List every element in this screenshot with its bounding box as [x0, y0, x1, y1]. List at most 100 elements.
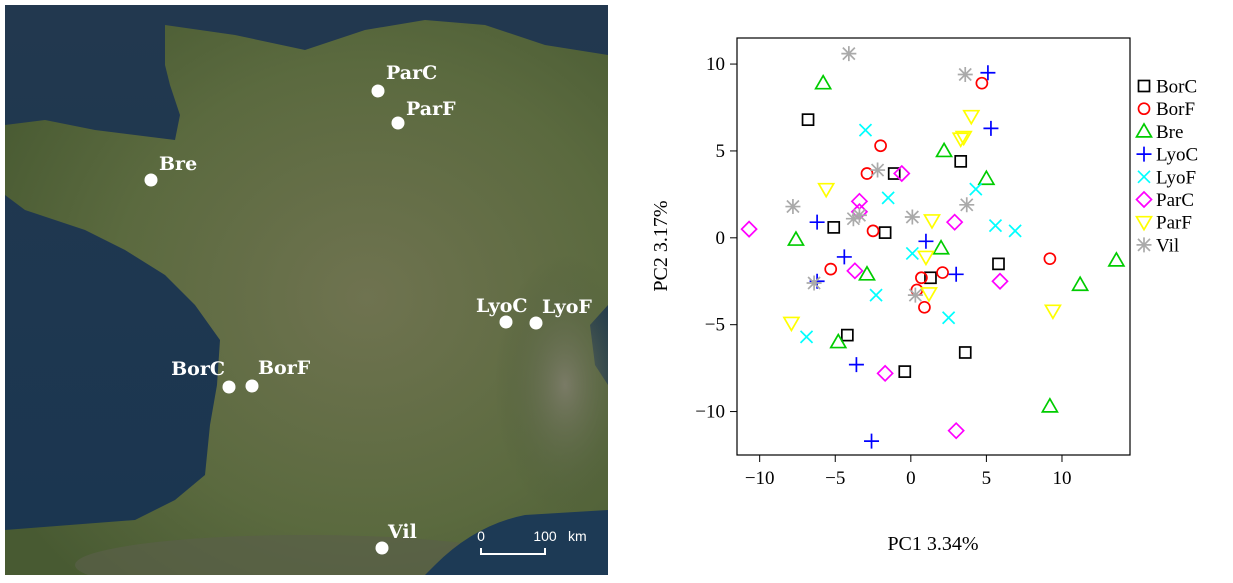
data-point	[858, 123, 873, 137]
data-point	[740, 220, 758, 238]
data-point	[870, 162, 886, 178]
site-borf: BorF	[245, 357, 311, 393]
site-parf: ParF	[391, 98, 456, 130]
site-marker	[144, 173, 158, 187]
x-tick-label: 10	[1052, 468, 1071, 489]
data-point	[945, 213, 964, 231]
data-point	[947, 421, 965, 440]
data-point	[932, 239, 951, 255]
y-axis: −10 −5 0 5 10	[695, 54, 737, 423]
legend-marker	[1137, 170, 1151, 184]
data-point	[1071, 275, 1090, 292]
site-label: BorC	[171, 358, 225, 380]
site-marker	[529, 316, 543, 330]
data-point	[991, 272, 1009, 290]
scale-unit-label: km	[568, 528, 587, 544]
y-tick-label: −5	[705, 315, 725, 336]
legend-item-parf: ParF	[1135, 213, 1192, 234]
france-landmass	[5, 20, 608, 575]
data-point	[918, 300, 931, 314]
site-marker	[245, 379, 259, 393]
data-point	[806, 275, 822, 291]
mediterranean-sea	[425, 510, 608, 575]
data-point	[1107, 251, 1126, 267]
site-borc: BorC	[171, 358, 236, 394]
data-point	[817, 182, 836, 199]
site-marker	[391, 116, 405, 130]
x-axis: −10 −5 0 5 10	[745, 454, 1071, 489]
data-point	[851, 207, 867, 223]
series-borf	[824, 76, 1057, 314]
data-point	[1040, 397, 1059, 413]
data-point	[874, 139, 887, 153]
data-point	[958, 346, 972, 359]
alps-region	[495, 255, 608, 515]
data-point	[809, 214, 825, 230]
y-tick-label: 5	[716, 141, 726, 162]
data-point	[905, 246, 919, 261]
data-point	[948, 266, 964, 282]
site-marker	[375, 541, 389, 555]
data-point	[785, 199, 801, 215]
x-tick-label: 0	[906, 468, 916, 489]
y-axis-title: PC2 3.17%	[650, 200, 672, 291]
site-label: ParF	[406, 98, 456, 120]
scale-bar: 0 100 km	[477, 528, 587, 555]
scatter-points	[740, 46, 1126, 449]
data-point	[840, 328, 854, 342]
data-point	[977, 169, 996, 186]
site-label: Bre	[159, 153, 197, 175]
data-point	[962, 109, 981, 126]
legend-marker	[1136, 146, 1152, 162]
data-point	[860, 167, 874, 180]
data-point	[916, 250, 935, 267]
data-point	[988, 219, 1003, 233]
scale-start-label: 0	[477, 528, 485, 544]
site-label: LyoF	[542, 296, 592, 318]
data-point	[992, 257, 1005, 271]
data-point	[827, 221, 841, 234]
site-marker	[222, 380, 236, 394]
legend-marker	[1137, 102, 1151, 116]
legend-label: LyoC	[1156, 145, 1198, 166]
data-point	[836, 249, 852, 265]
site-lyoc: LyoC	[476, 295, 528, 329]
data-point	[923, 214, 941, 230]
data-point	[918, 233, 934, 249]
legend-marker	[1137, 79, 1151, 93]
site-parc: ParC	[371, 62, 437, 98]
site-lyof: LyoF	[529, 296, 592, 330]
data-point	[951, 132, 970, 148]
data-point	[980, 65, 996, 81]
legend-item-parc: ParC	[1135, 190, 1194, 211]
data-point	[845, 211, 861, 227]
x-tick-label: 5	[982, 468, 992, 489]
data-point	[893, 164, 911, 183]
data-point	[1043, 252, 1057, 266]
data-point	[786, 230, 805, 246]
y-tick-label: 0	[716, 228, 726, 249]
legend-item-lyoc: LyoC	[1136, 145, 1198, 166]
legend-item-borc: BorC	[1137, 77, 1197, 98]
series-bre	[786, 73, 1126, 413]
data-point	[942, 311, 956, 325]
scale-end-label: 100	[533, 528, 557, 544]
legend-item-bre: Bre	[1135, 122, 1183, 143]
data-point	[919, 287, 938, 303]
data-point	[915, 271, 928, 285]
data-point	[935, 141, 954, 158]
data-point	[878, 226, 892, 239]
data-point	[898, 365, 912, 378]
data-point	[850, 192, 869, 211]
data-point	[801, 113, 815, 127]
data-point	[869, 288, 883, 302]
x-tick-label: −5	[825, 468, 845, 489]
legend-label: ParF	[1156, 213, 1192, 234]
legend-item-borf: BorF	[1137, 99, 1195, 120]
data-point	[799, 330, 814, 344]
data-point	[841, 46, 857, 62]
site-label: Vil	[387, 521, 417, 543]
data-point	[814, 73, 833, 90]
data-point	[954, 130, 973, 147]
